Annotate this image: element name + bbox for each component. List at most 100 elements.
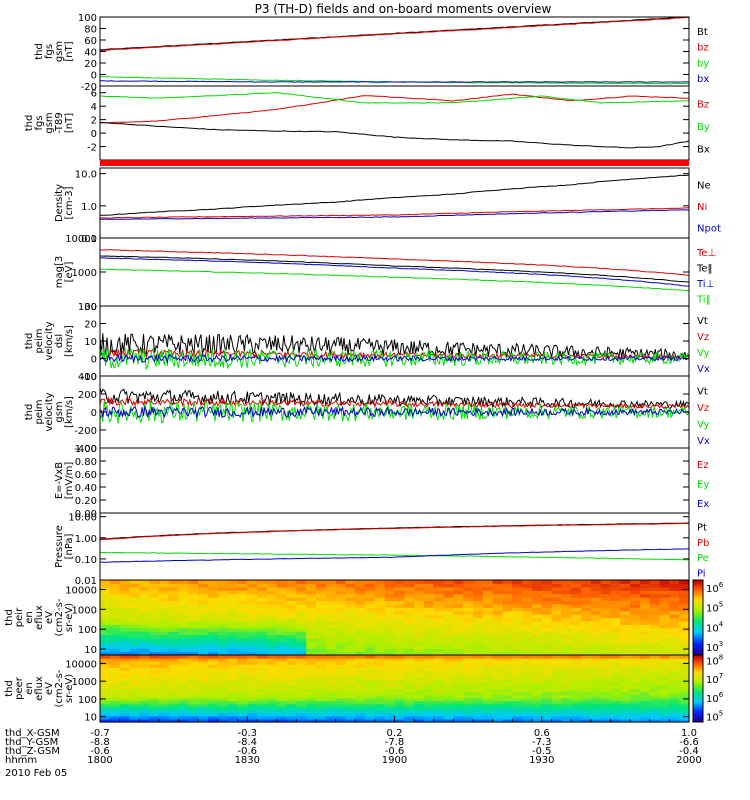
heatmap-cell [168, 597, 180, 602]
heatmap-cell [610, 607, 621, 612]
heatmap-cell [188, 607, 199, 612]
heatmap-cell [217, 617, 229, 622]
heatmap-cell [659, 617, 670, 622]
colorbar-tick-exponent: 8 [719, 654, 723, 662]
heatmap-cell [237, 658, 248, 662]
colorbar-tick-label: 106 [706, 581, 724, 595]
heatmap-cell [266, 715, 278, 720]
heatmap-cell [374, 593, 386, 598]
heatmap-cell [512, 655, 523, 659]
heatmap-cell [237, 691, 248, 696]
heatmap-cell [149, 651, 160, 656]
heatmap-cell [345, 580, 356, 585]
heatmap-cell [139, 679, 150, 684]
heatmap-cell [423, 700, 435, 705]
heatmap-cell [325, 597, 337, 602]
heatmap-cell [198, 597, 209, 602]
heatmap-cell [188, 634, 199, 639]
heatmap-cell [473, 644, 484, 649]
heatmap-cell [100, 661, 111, 665]
heatmap-cell [247, 637, 258, 642]
heatmap-cell [296, 709, 307, 714]
heatmap-cell [473, 685, 484, 690]
heatmap-cell [581, 648, 592, 653]
heatmap-cell [679, 634, 690, 639]
heatmap-cell [345, 670, 356, 674]
heatmap-cell [266, 676, 278, 680]
heatmap-cell [109, 634, 121, 639]
colorbar-tick-exponent: 5 [719, 709, 723, 717]
heatmap-cell [639, 658, 651, 662]
heatmap-cell [423, 637, 435, 642]
heatmap-cell [502, 670, 513, 674]
heatmap-cell [384, 610, 396, 615]
heatmap-cell [669, 706, 680, 711]
heatmap-cell [433, 667, 445, 671]
heatmap-cell [158, 694, 170, 699]
heatmap-cell [669, 590, 680, 595]
heatmap-cell [404, 580, 415, 585]
heatmap-cell [374, 637, 386, 642]
heatmap-cell [109, 691, 121, 696]
heatmap-cell [414, 676, 425, 680]
heatmap-cell [306, 634, 317, 639]
heatmap-cell [129, 641, 140, 646]
heatmap-cell [168, 688, 180, 693]
heatmap-cell [198, 637, 209, 642]
heatmap-cell [139, 624, 150, 629]
heatmap-cell [482, 712, 494, 717]
heatmap-cell [306, 614, 317, 619]
heatmap-cell [178, 597, 189, 602]
heatmap-cell [217, 590, 229, 595]
heatmap-cell [237, 682, 248, 687]
heatmap-cell [473, 580, 484, 585]
x-tick-label: -8.4 [238, 737, 258, 748]
y-tick-label: 0 [91, 129, 97, 140]
heatmap-cell [590, 651, 602, 656]
heatmap-cell [610, 586, 621, 591]
heatmap-cell [335, 706, 347, 711]
heatmap-cell [188, 620, 199, 625]
heatmap-cell [502, 607, 513, 612]
heatmap-cell [139, 688, 150, 693]
heatmap-cell [355, 631, 366, 636]
heatmap-cell [512, 634, 523, 639]
series-line-by [100, 76, 690, 85]
heatmap-cell [217, 706, 229, 711]
heatmap-cell [473, 664, 484, 668]
heatmap-cell [394, 655, 405, 659]
heatmap-cell [571, 590, 582, 595]
heatmap-cell [473, 600, 484, 605]
heatmap-cell [433, 673, 445, 677]
heatmap-cell [227, 694, 239, 699]
heatmap-cell [649, 607, 661, 612]
heatmap-cell [237, 676, 248, 680]
heatmap-cell [345, 590, 356, 595]
heatmap-cell [198, 670, 209, 674]
heatmap-cell [247, 709, 258, 714]
heatmap-cell [463, 667, 474, 671]
heatmap-cell [443, 590, 454, 595]
colorbar-tick-label: 105 [706, 709, 723, 723]
heatmap-cell [600, 679, 612, 684]
heatmap-cell [188, 600, 199, 605]
heatmap-cell [188, 624, 199, 629]
heatmap-cell [581, 694, 592, 699]
heatmap-cell [541, 682, 553, 687]
heatmap-cell [531, 706, 543, 711]
heatmap-cell [257, 580, 268, 585]
heatmap-cell [198, 679, 209, 684]
colorbar-swatch [693, 688, 703, 691]
heatmap-cell [188, 667, 199, 671]
heatmap-cell [502, 583, 513, 588]
heatmap-cell [473, 706, 484, 711]
y-axis-label-line: mag[3 [54, 256, 65, 288]
heatmap-cell [178, 709, 189, 714]
heatmap-cell [394, 617, 405, 622]
heatmap-cell [306, 661, 317, 665]
heatmap-cell [188, 597, 199, 602]
heatmap-cell [365, 627, 376, 632]
y-axis-label-line: thd [24, 404, 35, 421]
heatmap-cell [610, 718, 621, 723]
heatmap-cell [590, 583, 602, 588]
